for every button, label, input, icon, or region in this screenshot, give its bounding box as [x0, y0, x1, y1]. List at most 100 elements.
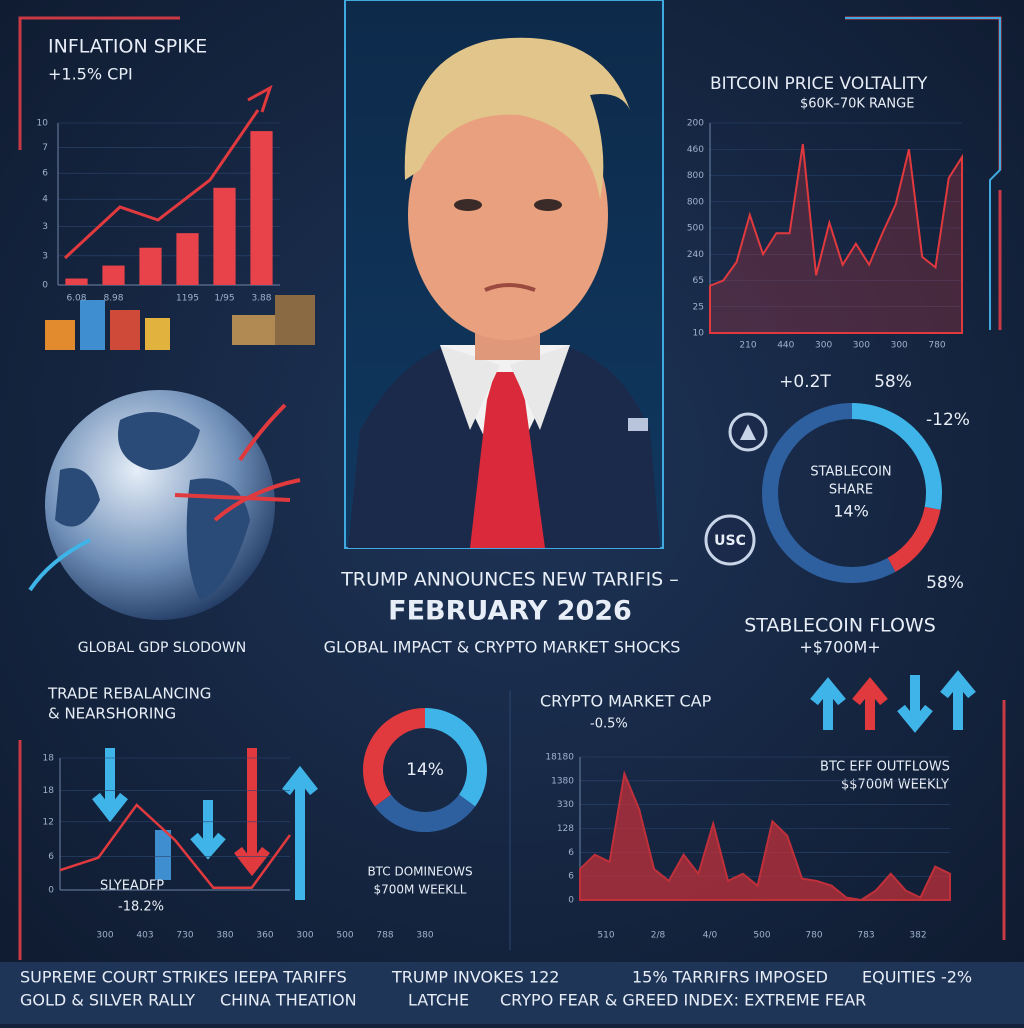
- y-tick-label: 6: [568, 848, 574, 858]
- y-tick-label: 800: [687, 171, 704, 181]
- portrait: [344, 0, 664, 549]
- y-tick-label: 460: [687, 145, 704, 155]
- y-tick-label: 0: [42, 281, 48, 291]
- x-tick-label: 8.98: [103, 294, 123, 304]
- frame-accent: [845, 17, 1001, 330]
- x-tick-label: 788: [376, 931, 393, 941]
- globe: [28, 390, 301, 620]
- x-tick-label: 500: [753, 931, 770, 941]
- donut-segment: [851, 403, 942, 510]
- x-tick-label: 510: [597, 931, 614, 941]
- y-tick-label: 6: [42, 169, 48, 179]
- panel-title: INFLATION SPIKE: [48, 36, 207, 58]
- y-tick-label: 25: [693, 302, 704, 312]
- bar: [139, 247, 162, 285]
- x-tick-label: 403: [136, 931, 153, 941]
- y-tick-label: 18180: [545, 753, 574, 763]
- panel-subtitle: $60K–70K RANGE: [800, 97, 914, 112]
- x-tick-label: 500: [336, 931, 353, 941]
- y-tick-label: 3: [42, 251, 48, 261]
- trend-arrow: [63, 84, 273, 260]
- coin-icon: [728, 412, 768, 452]
- donut-center: 14%: [406, 760, 444, 780]
- product-boxes: [45, 295, 315, 350]
- y-tick-label: 1380: [551, 776, 574, 786]
- globe-label: GLOBAL GDP SLODOWN: [78, 640, 246, 656]
- bar: [102, 265, 125, 285]
- coin-label: USC: [714, 533, 746, 549]
- bar: [176, 233, 199, 285]
- x-tick-label: 780: [805, 931, 822, 941]
- chart-note: -18.2%: [118, 900, 164, 915]
- panel-subtitle: -0.5%: [590, 717, 628, 732]
- x-tick-label: 780: [928, 341, 945, 351]
- flow-arrows: [92, 670, 976, 900]
- headline: TRUMP ANNOUNCES NEW TARIFIS –: [340, 569, 679, 591]
- chart-note: $$700M WEEKLY: [841, 778, 949, 793]
- panel-title: BITCOIN PRICE VOLTALITY: [710, 74, 928, 94]
- x-tick-label: 210: [739, 341, 756, 351]
- y-tick-label: 10: [37, 119, 49, 129]
- donut-segment: [363, 708, 426, 807]
- x-tick-label: 783: [857, 931, 874, 941]
- x-tick-label: 300: [296, 931, 313, 941]
- x-tick-label: 3.88: [251, 294, 271, 304]
- panel-subtitle: +$700M+: [799, 638, 880, 657]
- y-tick-label: 12: [43, 817, 54, 827]
- chart-note: SLYEADFP: [100, 879, 164, 894]
- x-tick-label: 1195: [176, 294, 199, 304]
- donut-center: 14%: [833, 502, 869, 521]
- y-tick-label: 0: [48, 886, 54, 896]
- x-tick-label: 2/8: [651, 931, 666, 941]
- ticker-bar: [0, 962, 1024, 1024]
- y-tick-label: 6: [568, 872, 574, 882]
- area: [579, 770, 951, 902]
- bar: [213, 187, 236, 285]
- x-tick-label: 360: [256, 931, 273, 941]
- panel-title: STABLECOIN FLOWS: [744, 615, 936, 637]
- x-tick-label: 300: [815, 341, 832, 351]
- x-tick-label: 380: [216, 931, 233, 941]
- ticker-item: SUPREME COURT STRIKES IEEPA TARIFFS: [20, 968, 347, 987]
- y-tick-label: 3: [42, 222, 48, 232]
- usc-coin: [704, 514, 756, 566]
- chart-note: BTC DOMINEOWS: [367, 865, 472, 879]
- y-tick-label: 330: [557, 800, 574, 810]
- y-tick-label: 4: [42, 195, 48, 205]
- area: [709, 143, 963, 334]
- stat-label: 58%: [874, 372, 912, 392]
- x-tick-label: 300: [96, 931, 113, 941]
- panel-title: CRYPTO MARKET CAP: [540, 692, 712, 711]
- x-tick-label: 300: [891, 341, 908, 351]
- headline-date: FEBRUARY 2026: [388, 596, 632, 627]
- panel-title: & NEARSHORING: [48, 705, 176, 723]
- chart-note: BTC EFF OUTFLOWS: [820, 760, 950, 775]
- donut-center: SHARE: [829, 483, 873, 498]
- x-tick-label: 6.08: [66, 294, 86, 304]
- donut-segment: [374, 794, 476, 832]
- y-tick-label: 240: [687, 250, 704, 260]
- chart-note: $700M WEEKLL: [374, 883, 467, 897]
- x-tick-label: 300: [853, 341, 870, 351]
- x-tick-label: 4/0: [703, 931, 718, 941]
- x-tick-label: 382: [909, 931, 926, 941]
- bar: [65, 278, 88, 285]
- ticker-item: GOLD & SILVER RALLY: [20, 991, 195, 1010]
- panel-title: TRADE REBALANCING: [47, 685, 211, 703]
- x-tick-label: 730: [176, 931, 193, 941]
- ticker-item: LATCHE: [408, 991, 469, 1010]
- y-tick-label: 10: [693, 329, 705, 339]
- donut-center: STABLECOIN: [810, 465, 891, 480]
- ticker-item: 15% TARRIFRS IMPOSED: [632, 968, 828, 987]
- stat-label: 58%: [926, 573, 964, 593]
- y-tick-label: 0: [568, 896, 574, 906]
- panel-subtitle: +1.5% CPI: [48, 65, 133, 84]
- bar: [250, 131, 273, 285]
- line: [59, 803, 292, 890]
- headline-sub: GLOBAL IMPACT & CRYPTO MARKET SHOCKS: [324, 638, 681, 657]
- ticker-item: CRYPO FEAR & GREED INDEX: EXTREME FEAR: [500, 991, 866, 1010]
- y-tick-label: 7: [42, 143, 48, 153]
- donut-segment: [887, 506, 941, 572]
- stat-label: +0.2T: [779, 372, 831, 392]
